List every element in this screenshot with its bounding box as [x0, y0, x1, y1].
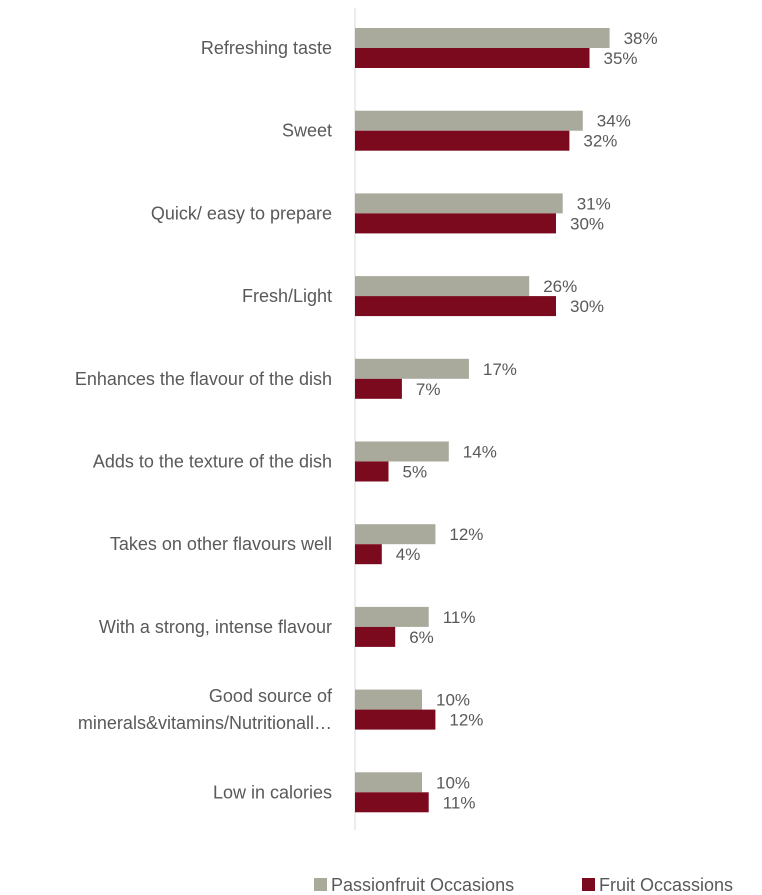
bar-passionfruit-occasions — [355, 276, 530, 297]
data-label-fruit-occassions: 6% — [409, 628, 434, 647]
data-label-fruit-occassions: 30% — [570, 297, 604, 316]
data-label-fruit-occassions: 32% — [583, 132, 617, 151]
bar-fruit-occassions — [355, 213, 556, 234]
data-label-passionfruit-occasions: 38% — [624, 29, 658, 48]
bar-passionfruit-occasions — [355, 193, 563, 214]
category-label: Adds to the texture of the dish — [93, 452, 332, 472]
data-label-passionfruit-occasions: 31% — [577, 194, 611, 213]
data-label-passionfruit-occasions: 10% — [436, 773, 470, 792]
data-label-passionfruit-occasions: 34% — [597, 112, 631, 131]
data-label-fruit-occassions: 5% — [403, 463, 428, 482]
bar-passionfruit-occasions — [355, 441, 449, 462]
legend-label-passionfruit-occasions: Passionfruit Occasions — [331, 875, 514, 895]
bar-passionfruit-occasions — [355, 110, 583, 131]
category-label: Fresh/Light — [242, 286, 332, 306]
bar-fruit-occassions — [355, 461, 389, 482]
bar-fruit-occassions — [355, 378, 402, 399]
category-label: Quick/ easy to prepare — [151, 203, 332, 223]
bar-fruit-occassions — [355, 48, 590, 68]
bar-passionfruit-occasions — [355, 28, 610, 48]
data-label-fruit-occassions: 30% — [570, 214, 604, 233]
bar-passionfruit-occasions — [355, 358, 469, 379]
data-label-passionfruit-occasions: 11% — [443, 608, 476, 627]
data-label-fruit-occassions: 12% — [449, 711, 483, 730]
labels-layer: Refreshing taste 38%35% Sweet 34%32% Quick/ … — [75, 29, 658, 812]
bar-passionfruit-occasions — [355, 689, 422, 710]
bar-fruit-occassions — [355, 709, 436, 730]
category-label: Refreshing taste — [201, 38, 332, 58]
category-label: Enhances the flavour of the dish — [75, 369, 332, 389]
legend-label-fruit-occassions: Fruit Occassions — [599, 875, 733, 895]
category-label: With a strong, intense flavour — [99, 617, 332, 637]
category-label: minerals&vitamins/Nutritionall… — [78, 713, 332, 733]
data-label-fruit-occassions: 11% — [443, 793, 476, 812]
data-label-fruit-occassions: 7% — [416, 380, 441, 399]
bar-passionfruit-occasions — [355, 772, 422, 793]
bar-fruit-occassions — [355, 792, 429, 813]
legend: Passionfruit Occasions Fruit Occassions — [314, 875, 733, 895]
bar-fruit-occassions — [355, 544, 382, 565]
category-label: Low in calories — [213, 782, 332, 802]
data-label-passionfruit-occasions: 14% — [463, 443, 497, 462]
data-label-passionfruit-occasions: 12% — [449, 525, 483, 544]
data-label-fruit-occassions: 4% — [396, 545, 421, 564]
bar-passionfruit-occasions — [355, 524, 436, 545]
bar-fruit-occassions — [355, 626, 396, 647]
legend-swatch-fruit-occassions — [582, 878, 595, 891]
data-label-fruit-occassions: 35% — [604, 49, 638, 68]
bar-passionfruit-occasions — [355, 606, 429, 627]
legend-swatch-passionfruit-occasions — [314, 878, 327, 891]
bar-fruit-occassions — [355, 130, 570, 151]
data-label-passionfruit-occasions: 10% — [436, 691, 470, 710]
data-label-passionfruit-occasions: 26% — [543, 277, 577, 296]
data-label-passionfruit-occasions: 17% — [483, 360, 517, 379]
category-label: Takes on other flavours well — [110, 534, 332, 554]
bars-layer — [355, 28, 610, 813]
bar-fruit-occassions — [355, 296, 556, 317]
category-label: Sweet — [282, 121, 332, 141]
category-label: Good source of — [209, 686, 333, 706]
